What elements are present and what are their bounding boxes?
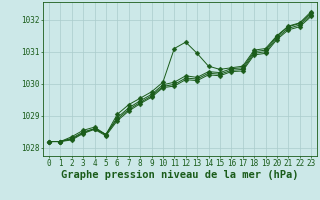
X-axis label: Graphe pression niveau de la mer (hPa): Graphe pression niveau de la mer (hPa) xyxy=(61,170,299,180)
